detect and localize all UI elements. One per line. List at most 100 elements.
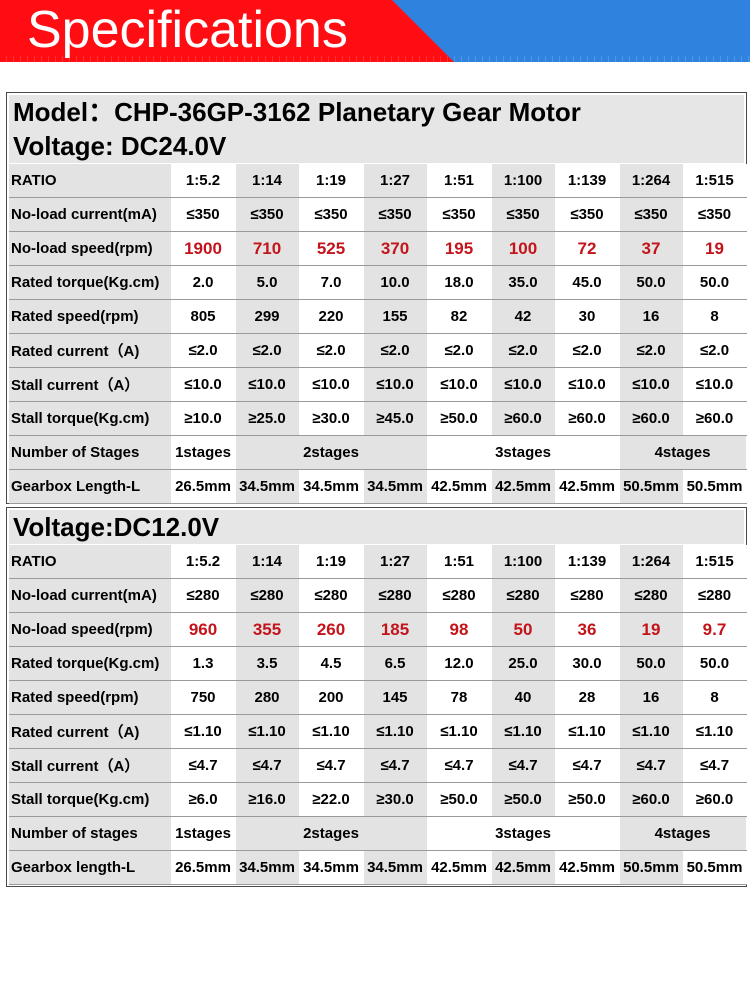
cell-value: 1:27: [363, 545, 428, 579]
cell-value: ≥50.0: [491, 782, 556, 817]
cell-value: ≤4.7: [171, 748, 236, 783]
cell-value: 1:515: [683, 164, 747, 198]
row-label: No-load current(mA): [9, 578, 172, 613]
cell-value: ≥60.0: [683, 782, 747, 817]
cell-value: ≤4.7: [619, 748, 684, 783]
cell-value: ≤2.0: [299, 333, 364, 368]
cell-value: 50.0: [683, 646, 747, 681]
spec-row: No-load current(mA) ≤280 ≤280 ≤280 ≤280 ≤280 ≤…: [9, 578, 747, 613]
cell-value: 50.5mm: [619, 850, 684, 885]
cell-value: 34.5mm: [235, 469, 300, 504]
cell-value: 6.5: [363, 646, 428, 681]
cell-value: 5.0: [235, 265, 300, 300]
cell-value: 42.5mm: [427, 850, 492, 885]
cell-value: 34.5mm: [299, 850, 364, 885]
cell-value: 1:100: [491, 164, 556, 198]
cell-value: 50.0: [683, 265, 747, 300]
cell-value: 12.0: [427, 646, 492, 681]
cell-value: ≤1.10: [235, 714, 300, 749]
cell-value: 355: [235, 612, 300, 647]
cell-value: 299: [235, 299, 300, 334]
spec-table-12v: RATIO 1:5.2 1:14 1:19 1:27 1:51 1:100 1:139 1:26…: [9, 545, 747, 885]
cell-value: 26.5mm: [171, 469, 236, 504]
cell-value: ≤280: [171, 578, 236, 613]
stage-group-s3: 3stages: [427, 816, 620, 851]
cell-value: ≤2.0: [363, 333, 428, 368]
cell-value: 16: [619, 680, 684, 715]
cell-value: 30.0: [555, 646, 620, 681]
row-label: Number of Stages: [9, 435, 172, 470]
cell-value: 37: [619, 231, 684, 266]
cell-value: 9.7: [683, 612, 747, 647]
cell-value: 280: [235, 680, 300, 715]
cell-value: 1:51: [427, 164, 492, 198]
cell-value: 1:14: [235, 164, 300, 198]
cell-value: ≤350: [491, 197, 556, 232]
cell-value: 3.5: [235, 646, 300, 681]
stages-row: Number of Stages 1stages 2stages 3stages 4st…: [9, 435, 747, 470]
cell-value: 50.0: [619, 646, 684, 681]
cell-value: ≤1.10: [491, 714, 556, 749]
spec-row: Rated speed(rpm) 805 299 220 155 82 42 30 16 8: [9, 299, 747, 334]
row-label: Rated torque(Kg.cm): [9, 646, 172, 681]
stage-group-s2: 2stages: [235, 435, 428, 470]
cell-value: 16: [619, 299, 684, 334]
row-label: Gearbox Length-L: [9, 469, 172, 504]
stage-group-s3: 3stages: [427, 435, 620, 470]
cell-value: ≤10.0: [299, 367, 364, 402]
spec-row: No-load speed(rpm) 1900 710 525 370 195 100 72 3…: [9, 231, 747, 266]
cell-value: 50.5mm: [619, 469, 684, 504]
row-label: Number of stages: [9, 816, 172, 851]
row-label: Rated current（A): [9, 714, 172, 749]
cell-value: ≤350: [555, 197, 620, 232]
cell-value: 28: [555, 680, 620, 715]
cell-value: ≤1.10: [555, 714, 620, 749]
cell-value: ≤10.0: [235, 367, 300, 402]
row-label: No-load current(mA): [9, 197, 172, 232]
row-label: Stall current（A）: [9, 367, 172, 402]
row-label: Gearbox length-L: [9, 850, 172, 885]
cell-value: 1:264: [619, 545, 684, 579]
cell-value: ≥60.0: [619, 401, 684, 436]
cell-value: 1:27: [363, 164, 428, 198]
cell-value: 960: [171, 612, 236, 647]
gearbox-length-row: Gearbox Length-L 26.5mm 34.5mm 34.5mm 34.5mm…: [9, 469, 747, 504]
cell-value: ≥50.0: [555, 782, 620, 817]
spec-row: Stall torque(Kg.cm) ≥10.0 ≥25.0 ≥30.0 ≥45.0 ≥…: [9, 401, 747, 436]
cell-value: ≤350: [171, 197, 236, 232]
cell-value: 805: [171, 299, 236, 334]
cell-value: ≤2.0: [683, 333, 747, 368]
row-label: Stall torque(Kg.cm): [9, 782, 172, 817]
stage-group-s1: 1stages: [171, 435, 236, 470]
row-label: No-load speed(rpm): [9, 231, 172, 266]
cell-value: ≤10.0: [363, 367, 428, 402]
cell-value: ≤4.7: [299, 748, 364, 783]
cell-value: 185: [363, 612, 428, 647]
cell-value: 220: [299, 299, 364, 334]
cell-value: 34.5mm: [235, 850, 300, 885]
cell-value: ≤2.0: [491, 333, 556, 368]
cell-value: 1900: [171, 231, 236, 266]
cell-value: ≤10.0: [491, 367, 556, 402]
cell-value: ≤350: [427, 197, 492, 232]
stage-group-s2: 2stages: [235, 816, 428, 851]
cell-value: 42.5mm: [555, 469, 620, 504]
cell-value: ≤280: [363, 578, 428, 613]
cell-value: 30: [555, 299, 620, 334]
cell-value: ≤4.7: [427, 748, 492, 783]
gearbox-length-row: Gearbox length-L 26.5mm 34.5mm 34.5mm 34.5mm…: [9, 850, 747, 885]
cell-value: 710: [235, 231, 300, 266]
cell-value: 145: [363, 680, 428, 715]
cell-value: ≤350: [235, 197, 300, 232]
cell-value: 25.0: [491, 646, 556, 681]
cell-value: ≤10.0: [427, 367, 492, 402]
cell-value: ≤4.7: [235, 748, 300, 783]
cell-value: ≤280: [683, 578, 747, 613]
cell-value: ≤1.10: [427, 714, 492, 749]
cell-value: 42.5mm: [555, 850, 620, 885]
cell-value: ≥16.0: [235, 782, 300, 817]
cell-value: 19: [683, 231, 747, 266]
cell-value: 36: [555, 612, 620, 647]
cell-value: ≥6.0: [171, 782, 236, 817]
row-label: RATIO: [9, 164, 172, 198]
